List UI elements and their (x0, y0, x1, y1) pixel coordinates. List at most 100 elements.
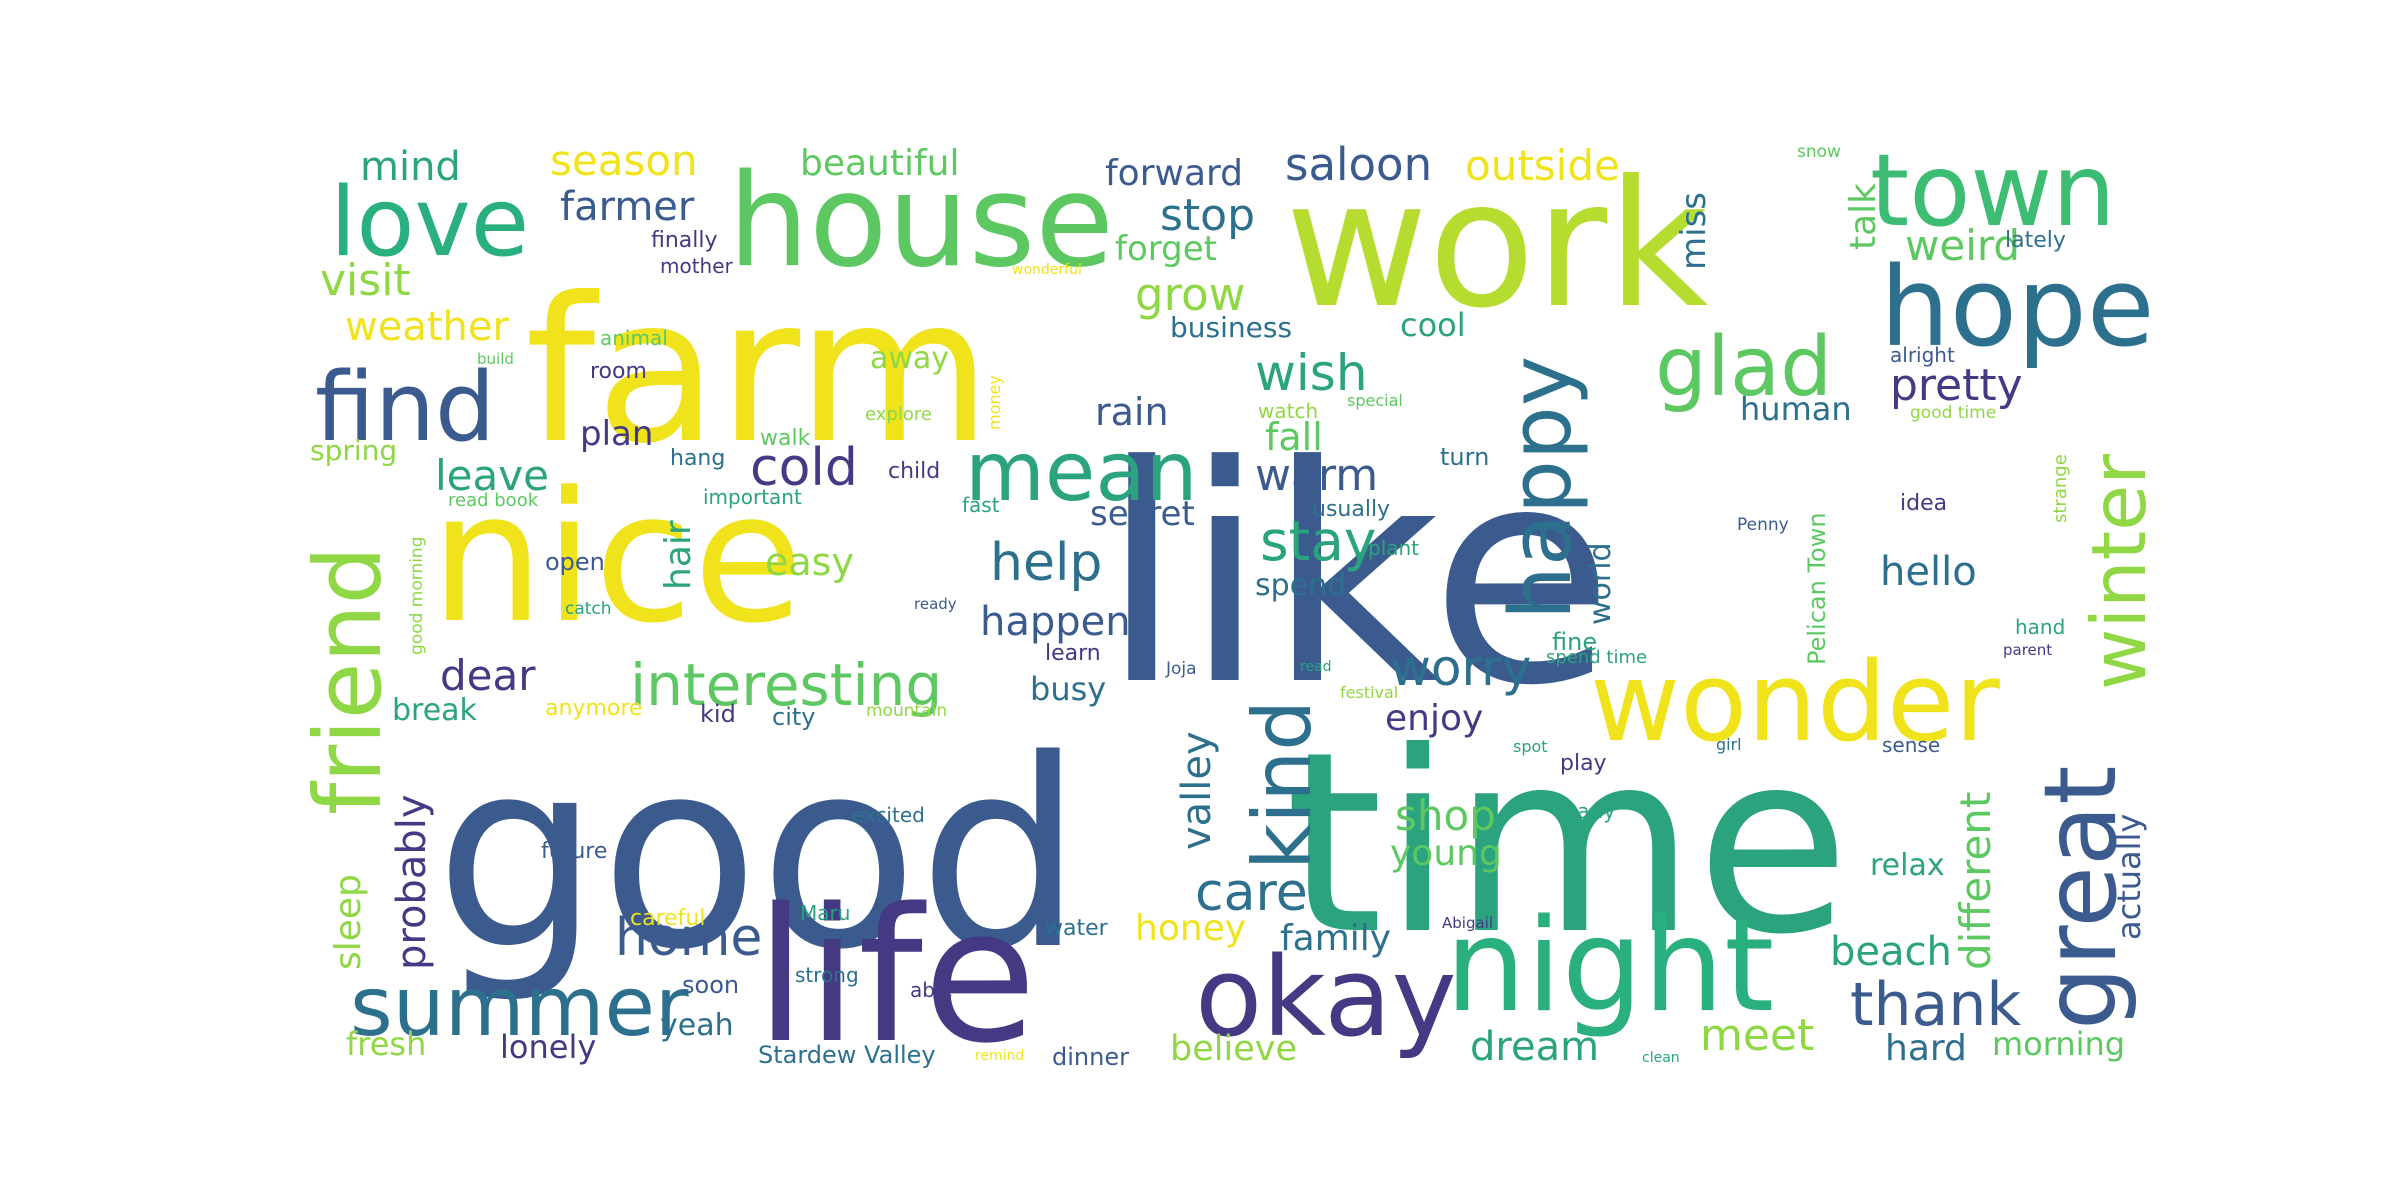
word-lately: lately (2005, 228, 2066, 253)
word-break: break (392, 693, 478, 728)
word-learn: learn (1045, 641, 1101, 666)
word-season: season (550, 136, 698, 185)
word-city: city (772, 703, 815, 731)
word-saloon: saloon (1285, 138, 1432, 191)
word-young: young (1390, 833, 1502, 874)
word-snow: snow (1797, 142, 1841, 162)
word-fast: fast (962, 493, 1000, 517)
word-hang: hang (670, 446, 725, 471)
word-wish: wish (1255, 344, 1368, 402)
word-walk: walk (760, 426, 811, 451)
word-abigail: Abigail (1442, 914, 1493, 932)
word-away: away (870, 341, 949, 376)
word-read-book: read book (448, 490, 539, 511)
word-read: read (1300, 659, 1332, 675)
word-future: future (541, 839, 607, 864)
word-mountain: mountain (866, 701, 947, 721)
word-wonder: wonder (1590, 638, 2000, 766)
word-believe: believe (1170, 1029, 1297, 1069)
word-catch: catch (565, 599, 612, 619)
word-turn: turn (1440, 443, 1489, 471)
word-usually: usually (1312, 497, 1390, 522)
word-worry: worry (1390, 639, 1531, 697)
word-hello: hello (1880, 549, 1977, 595)
word-great: great (2022, 766, 2139, 1030)
word-strong: strong (795, 963, 859, 987)
word-water: water (1045, 916, 1109, 941)
word-warm: warm (1255, 450, 1378, 501)
word-spot: spot (1513, 737, 1548, 756)
word-ready: ready (914, 595, 957, 613)
word-finally: finally (651, 228, 718, 253)
word-explore: explore (865, 404, 932, 425)
word-family: family (1280, 918, 1391, 959)
word-glad: glad (1655, 320, 1832, 415)
word-festival: festival (1340, 683, 1398, 702)
word-interesting: interesting (630, 651, 942, 719)
word-kid: kid (700, 700, 736, 728)
word-nice: nice (430, 454, 804, 663)
word-careful: careful (630, 906, 705, 931)
word-busy: busy (1030, 670, 1106, 708)
word-able: able (910, 978, 953, 1002)
word-happen: happen (980, 599, 1131, 645)
word-plant: plant (1368, 536, 1419, 560)
word-play: play (1560, 751, 1607, 776)
word-work: work (1285, 144, 1709, 347)
word-rain: rain (1095, 390, 1169, 434)
word-mother: mother (660, 254, 734, 278)
word-relax: relax (1870, 848, 1945, 883)
word-grow: grow (1135, 268, 1245, 321)
word-special: special (1347, 391, 1403, 410)
word-time: time (1285, 698, 1850, 989)
word-parent: parent (2003, 641, 2052, 659)
word-mean: mean (965, 425, 1198, 520)
word-easy: easy (765, 540, 854, 584)
word-life: life (755, 868, 1037, 1084)
word-stardew-valley: Stardew Valley (758, 1041, 936, 1069)
word-spend-time: spend time (1546, 647, 1647, 668)
word-winter: winter (2075, 454, 2163, 690)
word-valley: valley (1174, 731, 1220, 850)
word-pretty: pretty (1890, 360, 2023, 411)
word-beautiful: beautiful (800, 143, 960, 184)
word-alright: alright (1890, 343, 1955, 367)
word-honey: honey (1135, 908, 1246, 949)
word-friend: friend (295, 546, 402, 815)
word-human: human (1740, 390, 1852, 428)
word-open: open (545, 548, 605, 576)
word-cold: cold (750, 438, 858, 498)
word-care: care (1195, 863, 1308, 923)
word-good: good (435, 705, 1083, 1007)
word-like: like (1100, 402, 1614, 751)
word-anymore: anymore (545, 696, 642, 721)
word-kind: kind (1236, 700, 1329, 870)
word-morning: morning (1992, 1025, 2125, 1063)
word-spend: spend (1255, 568, 1346, 603)
word-actually: actually (2110, 814, 2148, 940)
word-different: different (1951, 792, 2000, 970)
word-money: money (985, 375, 1004, 430)
word-talk: talk (1843, 183, 1884, 250)
word-important: important (703, 485, 802, 509)
word-hair: hair (658, 520, 699, 590)
word-dream: dream (1470, 1024, 1599, 1070)
word-room: room (590, 359, 647, 384)
word-forget: forget (1115, 229, 1217, 269)
word-mind: mind (360, 144, 461, 190)
word-fall: fall (1265, 415, 1323, 459)
word-watch: watch (1258, 399, 1318, 423)
word-stop: stop (1160, 190, 1255, 241)
word-forward: forward (1105, 153, 1243, 194)
word-sense: sense (1882, 733, 1940, 757)
word-probably: probably (389, 794, 435, 970)
word-fresh: fresh (346, 1025, 426, 1063)
word-hope: hope (1880, 243, 2155, 371)
word-weird: weird (1905, 221, 2020, 270)
word-good-time: good time (1910, 403, 1996, 423)
word-meet: meet (1700, 1010, 1814, 1061)
word-build: build (477, 350, 514, 368)
word-wonderful: wonderful (1012, 262, 1082, 278)
